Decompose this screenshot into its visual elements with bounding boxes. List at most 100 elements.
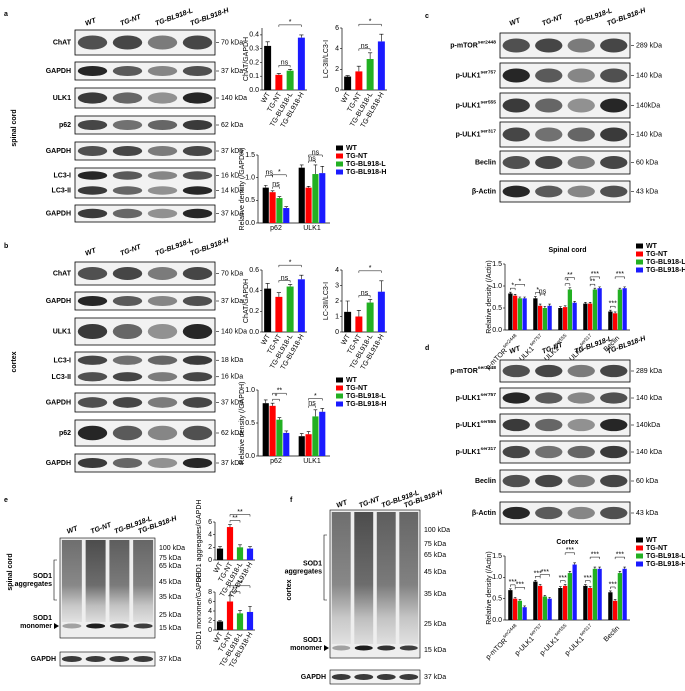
lane-label: WT [336,499,349,510]
sig-label: * [289,19,292,26]
legend-swatch [336,145,343,151]
error-bar [543,594,547,597]
sig-label: *** [509,579,517,586]
blot-band [567,156,595,169]
blot-frame [74,392,216,413]
blot-name-sup: ser2448 [478,40,497,46]
lane-label: TG-NT [358,495,381,509]
y-tick-label: 4 [335,46,339,53]
blot-band [502,185,530,198]
sig-bracket [560,580,566,583]
bar [537,585,543,620]
sig-bracket [278,264,302,268]
error-bar [299,34,304,38]
sig-label: ns [265,170,273,177]
bar [275,296,283,332]
legend-swatch [336,153,343,159]
lane-label: TG-NT [541,13,564,27]
blot-name: GAPDH [46,68,71,75]
sig-label: * [278,169,281,176]
legend-label: TG-BL918-L [346,161,386,168]
marker-label: 15 kDa [159,625,181,632]
blot-name: p-ULK1ser317 [456,446,497,456]
group-label-main: p-mTOR [485,637,509,661]
blot-band [567,474,595,488]
sig-label: *** [591,551,599,558]
blot-name: p62 [59,122,71,129]
marker-label: 35 kDa [159,594,181,601]
blot-name-sup: ser317 [480,129,496,135]
sig-label: * [511,283,514,290]
blot-band [112,425,143,441]
sig-label: ** [237,580,243,587]
aggregates-label: aggregates [285,568,322,575]
sig-label: * [289,260,292,267]
error-bar [563,584,567,586]
sig-bracket [585,580,591,583]
monomer-band [86,623,106,629]
blot-name: GAPDH [46,210,71,217]
blot-band [147,295,178,307]
blot-name: GAPDH [46,298,71,305]
error-bar [598,286,601,289]
bar [264,288,272,332]
blot-name-main: GAPDH [46,148,71,155]
monomer-band [62,623,82,629]
panel-label: f [290,497,293,504]
blot-name: GAPDH [46,148,71,155]
blot-name-main: p62 [59,430,71,437]
blot-band [147,171,178,180]
error-bar [218,546,222,549]
error-bar [559,586,562,588]
sig-label: * [536,287,539,294]
bar [597,288,602,330]
error-bar [623,566,626,569]
legend-swatch [636,259,643,265]
y-axis-label: Relative density (/Actin) [486,260,493,334]
bar [283,208,290,223]
bar [562,585,568,620]
bar [246,548,254,560]
y-tick-label: 6 [208,598,212,605]
bar [572,302,577,330]
blot-frame [74,87,216,109]
bar [246,611,254,630]
blot-band [112,397,143,408]
error-bar [356,310,361,317]
sig-bracket [514,284,525,287]
bar [622,568,627,620]
y-tick-label: 0.0 [249,329,259,336]
error-bar [538,584,542,586]
bar [617,289,623,330]
y-tick-label: 0.4 [249,288,259,295]
monomer-band [399,645,418,651]
blot-band [502,127,530,142]
sig-label: * [369,265,372,272]
blot-band [567,68,595,83]
loading-frame [329,669,421,685]
blot-band [147,145,178,157]
blot-name-sup: ser2448 [478,365,497,371]
kda-label: 140kDa [636,102,660,109]
blot-band [502,418,530,432]
blot-band [182,457,213,469]
bar [562,307,568,330]
blot-band [147,355,178,365]
bar [622,288,627,330]
kda-label: 18 kDa [221,357,243,364]
blot-band [502,506,530,520]
error-bar [379,280,384,292]
y-tick-label: 0.0 [492,617,502,624]
monomer-band [109,623,129,629]
lane-label: TG-BL918-H [189,7,230,28]
sig-bracket [564,277,575,280]
sig-bracket [564,283,571,286]
bar [583,303,588,330]
error-bar [593,287,597,290]
group-label-main: p62 [270,458,282,465]
lane-label: TG-BL918-H [606,7,647,28]
blot-band [182,186,213,195]
aggregates-label: SOD1 [33,573,52,580]
blot-band [77,65,108,77]
